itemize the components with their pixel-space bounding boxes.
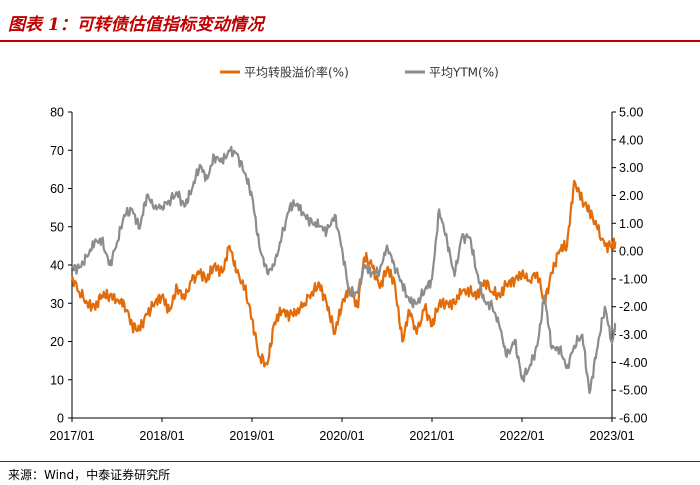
x-tick-label: 2021/01 [409, 429, 454, 443]
y-axis-left-ticks: 0 10 20 30 40 50 60 70 80 [50, 106, 72, 426]
y-right-tick-label: -4.00 [619, 356, 648, 370]
y-right-tick-label: -1.00 [619, 272, 648, 286]
x-tick-label: 2019/01 [229, 429, 274, 443]
axes [71, 112, 613, 419]
y-right-tick-label: -2.00 [619, 300, 648, 314]
y-left-tick-label: 70 [50, 144, 64, 158]
footer-divider [0, 461, 700, 462]
y-right-tick-label: 3.00 [619, 161, 643, 175]
y-left-tick-label: 50 [50, 220, 64, 234]
title-divider [0, 40, 700, 42]
y-right-tick-label: -5.00 [619, 384, 648, 398]
y-left-tick-label: 80 [50, 106, 64, 120]
x-tick-label: 2022/01 [499, 429, 544, 443]
y-left-tick-label: 30 [50, 297, 64, 311]
legend-label-premium: 平均转股溢价率(%) [244, 65, 349, 80]
y-left-tick-label: 0 [57, 412, 64, 426]
series-line-premium [70, 179, 617, 368]
figure-title: 图表 1：可转债估值指标变动情况 [8, 15, 264, 35]
y-right-tick-label: -3.00 [619, 328, 648, 342]
y-right-tick-label: 4.00 [619, 133, 643, 147]
x-tick-label: 2023/01 [589, 429, 634, 443]
series-lines [70, 145, 617, 395]
x-tick-label: 2017/01 [49, 429, 94, 443]
y-right-tick-label: 5.00 [619, 106, 643, 120]
y-left-tick-label: 60 [50, 182, 64, 196]
y-right-tick-label: 0.00 [619, 245, 643, 259]
y-left-tick-label: 10 [50, 373, 64, 387]
y-left-tick-label: 40 [50, 259, 64, 273]
y-axis-right-ticks: 5.00 4.00 3.00 2.00 1.00 0.00 -1.00 -2.00 -3.00 -… [612, 106, 648, 426]
x-axis-ticks: 2017/01 2018/01 2019/01 2020/01 2021/01 2022/… [49, 418, 635, 443]
chart-legend: 平均转股溢价率(%) 平均YTM(%) [220, 65, 499, 80]
y-left-tick-label: 20 [50, 335, 64, 349]
y-right-tick-label: 1.00 [619, 217, 643, 231]
chart-area: 平均转股溢价率(%) 平均YTM(%) 0 10 20 30 40 50 60 70 80 5.… [49, 65, 648, 444]
y-right-tick-label: -6.00 [619, 412, 648, 426]
legend-label-ytm: 平均YTM(%) [429, 66, 499, 80]
source-note: 来源：Wind，中泰证券研究所 [8, 468, 171, 482]
y-right-tick-label: 2.00 [619, 189, 643, 203]
series-line-ytm [71, 145, 617, 395]
x-tick-label: 2020/01 [319, 429, 364, 443]
x-tick-label: 2018/01 [139, 429, 184, 443]
